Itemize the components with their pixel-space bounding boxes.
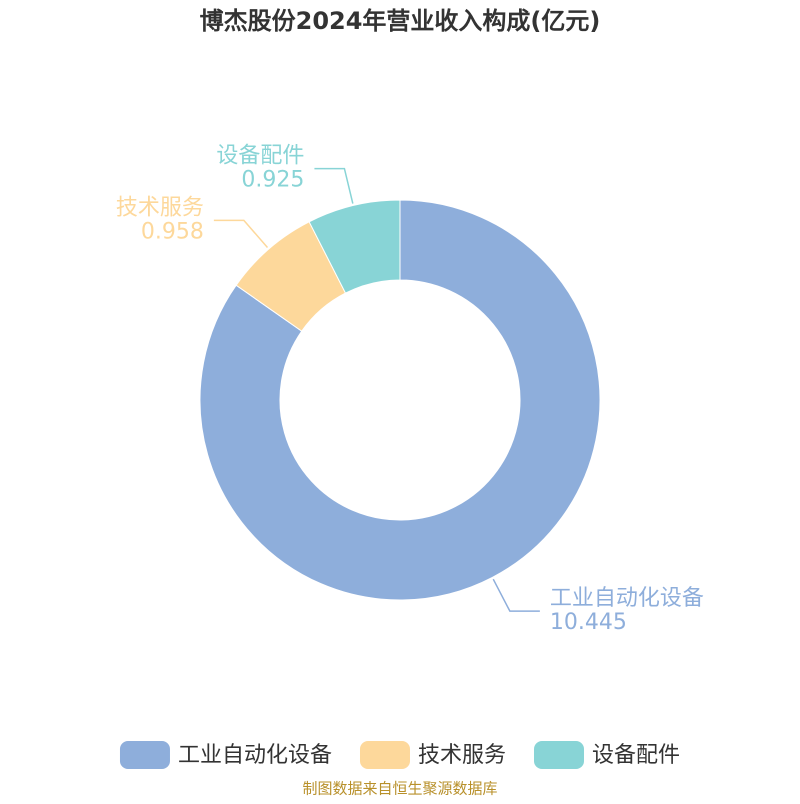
data-label-name: 工业自动化设备: [550, 586, 704, 611]
legend-label: 设备配件: [592, 743, 680, 768]
source-note: 制图数据来自恒生聚源数据库: [302, 780, 497, 798]
legend: 工业自动化设备 技术服务 设备配件: [119, 741, 680, 769]
leader-line: [314, 167, 354, 204]
data-label-name: 技术服务: [116, 195, 204, 220]
legend-swatch: [359, 741, 410, 769]
data-label-name: 设备配件: [216, 144, 304, 169]
legend-swatch: [534, 741, 585, 769]
donut-slice: [308, 199, 401, 294]
legend-label: 技术服务: [418, 743, 506, 768]
leader-line: [213, 219, 269, 249]
chart-title: 博杰股份2024年营业收入构成(亿元): [200, 7, 601, 35]
legend-label: 工业自动化设备: [178, 743, 332, 768]
data-label-value: 10.445: [550, 610, 627, 635]
data-label-value: 0.958: [141, 219, 204, 244]
legend-swatch: [119, 741, 170, 769]
leader-line: [492, 578, 540, 612]
data-label-value: 0.925: [241, 168, 304, 193]
donut-slice: [199, 199, 601, 601]
